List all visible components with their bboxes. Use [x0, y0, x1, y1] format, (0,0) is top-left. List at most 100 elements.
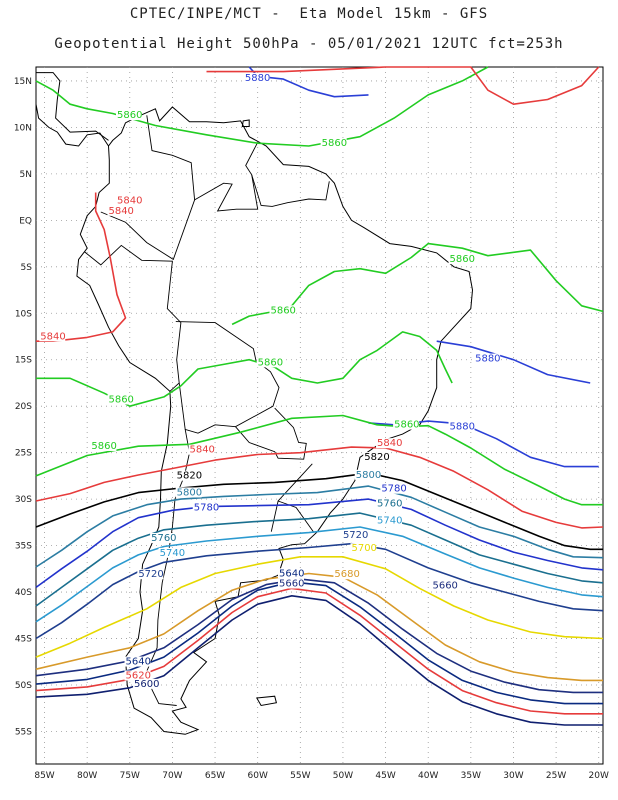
- contour-label: 5780: [381, 484, 406, 495]
- contour-label: 5740: [377, 515, 402, 526]
- longitude-tick-label: 85W: [34, 771, 54, 781]
- caribbean-coastline: [36, 72, 109, 141]
- contour-label-background: [376, 438, 403, 449]
- latitude-tick-label: 20S: [15, 402, 32, 412]
- contour-line-5620: [35, 587, 603, 715]
- contour-label: 5860: [322, 138, 347, 149]
- contour-label: 5840: [377, 438, 402, 449]
- contour-label-background: [243, 72, 270, 83]
- contour-line-5640: [35, 581, 603, 705]
- contour-label-background: [278, 568, 304, 579]
- contour-label-background: [354, 469, 381, 480]
- contour-label: 5860: [108, 394, 133, 405]
- contour-label-background: [448, 254, 475, 265]
- contour-line-5760: [35, 512, 604, 607]
- contour-label-background: [116, 110, 142, 121]
- contour-label: 5660: [279, 578, 304, 589]
- contour-line-5860: [35, 66, 489, 147]
- contour-label: 5840: [108, 206, 133, 217]
- contour-label-background: [150, 532, 177, 543]
- latitude-tick-label: 40S: [15, 588, 32, 598]
- contour-label: 5800: [356, 470, 381, 481]
- contour-label: 5660: [432, 580, 457, 591]
- contour-line-5840: [35, 446, 604, 529]
- latitude-tick-label: 15S: [15, 356, 32, 366]
- contour-label-background: [320, 137, 347, 148]
- contour-label: 5720: [343, 530, 368, 541]
- longitude-tick-label: 50W: [333, 771, 353, 781]
- contour-label-background: [192, 502, 219, 513]
- contour-label: 5740: [160, 548, 185, 559]
- country-border: [84, 244, 182, 392]
- contour-label: 5700: [351, 543, 376, 554]
- contour-label-background: [137, 569, 164, 580]
- central-america-coastline: [35, 104, 109, 147]
- island-outline: [241, 119, 250, 127]
- contour-label-background: [431, 580, 458, 591]
- contour-line-5740: [35, 526, 604, 623]
- south-america-coastline: [76, 106, 474, 735]
- contour-label: 5840: [189, 445, 214, 456]
- contour-label-background: [350, 543, 377, 554]
- contour-label-background: [256, 357, 283, 368]
- contour-label: 5860: [117, 110, 142, 121]
- coastline: [35, 72, 474, 735]
- contour-line-5780: [35, 498, 604, 589]
- latitude-tick-label: EQ: [19, 216, 32, 226]
- latitude-tick-label: 45S: [15, 635, 32, 645]
- contour-label-background: [107, 394, 134, 405]
- contour-label: 5640: [126, 657, 151, 668]
- contour-label-background: [376, 515, 403, 526]
- contour-line-5880: [436, 340, 591, 384]
- latitude-tick-label: 50S: [15, 681, 32, 691]
- longitude-tick-label: 75W: [120, 771, 140, 781]
- contour-label-background: [175, 487, 202, 498]
- contour-label-background: [269, 305, 296, 316]
- chart-title-line-1: CPTEC/INPE/MCT - Eta Model 15km - GFS: [129, 6, 489, 22]
- longitude-tick-label: 70W: [162, 771, 182, 781]
- contour-label-background: [363, 452, 390, 463]
- longitude-tick-label: 55W: [290, 771, 310, 781]
- chart-title-line-2: Geopotential Height 500hPa - 05/01/2021 …: [54, 36, 564, 52]
- country-border: [235, 407, 307, 460]
- contour-label-background: [158, 547, 185, 558]
- contour-label-background: [124, 670, 151, 681]
- contour-label: 5600: [134, 679, 159, 690]
- contour-label: 5860: [91, 441, 116, 452]
- longitude-tick-label: 45W: [375, 771, 395, 781]
- longitude-tick-label: 80W: [77, 771, 97, 781]
- latitude-tick-label: 10N: [14, 123, 32, 133]
- contour-line-5720: [35, 542, 604, 640]
- contour-label-background: [474, 353, 501, 364]
- contour-line-5660: [35, 578, 603, 694]
- contour-label: 5840: [117, 196, 142, 207]
- contour-label-background: [393, 419, 420, 430]
- country-border: [277, 500, 315, 533]
- country-border: [245, 142, 330, 207]
- contour-label: 5880: [450, 421, 475, 432]
- contour-label: 5760: [151, 533, 176, 544]
- contour-label-background: [116, 195, 142, 206]
- contour-label-background: [380, 483, 407, 494]
- island-outline: [255, 695, 278, 707]
- contour-line-5840: [206, 66, 600, 105]
- country-border: [270, 463, 313, 532]
- contour-label-background: [188, 444, 215, 455]
- contour-label: 5860: [270, 305, 295, 316]
- country-border: [194, 174, 259, 212]
- contour-label-background: [124, 656, 151, 667]
- contour-label-background: [39, 331, 66, 342]
- contour-label-background: [333, 569, 360, 580]
- longitude-tick-label: 35W: [461, 771, 481, 781]
- longitude-tick-label: 25W: [546, 771, 566, 781]
- longitude-tick-label: 40W: [418, 771, 438, 781]
- latitude-tick-label: 30S: [15, 495, 32, 505]
- latitude-tick-label: 5N: [20, 170, 32, 180]
- contour-label: 5780: [194, 502, 219, 513]
- contour-label: 5880: [475, 354, 500, 365]
- contour-label: 5680: [334, 569, 359, 580]
- contour-line-5700: [35, 556, 604, 658]
- contour-label: 5880: [245, 73, 270, 84]
